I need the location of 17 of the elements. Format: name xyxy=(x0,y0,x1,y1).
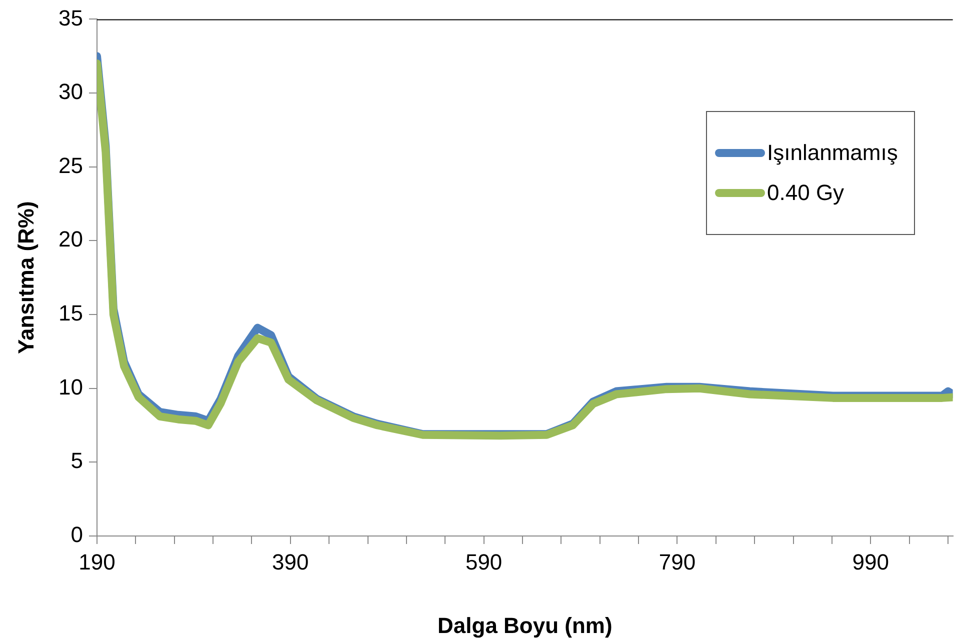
x-tick-label: 790 xyxy=(658,549,696,574)
x-axis-title: Dalga Boyu (nm) xyxy=(438,612,612,638)
y-tick-label: 0 xyxy=(70,522,83,548)
x-tick-label: 390 xyxy=(272,549,309,574)
y-tick-label: 35 xyxy=(58,5,83,30)
x-tick-label: 190 xyxy=(78,549,116,574)
y-tick-label: 20 xyxy=(58,226,83,252)
y-axis-title: Yansıtma (R%) xyxy=(13,201,38,354)
y-tick-label: 25 xyxy=(58,152,83,178)
x-tick-label: 590 xyxy=(465,549,502,574)
y-tick-label: 15 xyxy=(58,300,83,326)
y-tick-label: 5 xyxy=(70,448,83,474)
legend-label: Işınlanmamış xyxy=(767,140,898,166)
x-tick-label: 990 xyxy=(852,549,889,574)
y-tick-label: 30 xyxy=(58,79,83,104)
legend-label: 0.40 Gy xyxy=(767,180,844,206)
y-tick-label: 10 xyxy=(58,374,83,400)
